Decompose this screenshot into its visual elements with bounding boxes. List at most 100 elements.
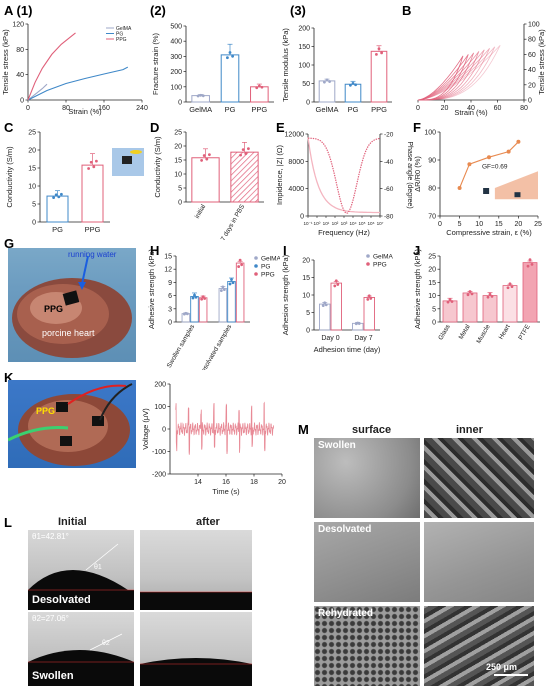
m-rehydrated-label: Rehydrated bbox=[318, 608, 374, 619]
y-tick-label: 10 bbox=[302, 293, 310, 300]
y-tick-label: 50 bbox=[302, 81, 310, 88]
y-axis-label: Adhesion strength (kPa) bbox=[281, 254, 290, 335]
y-tick-label: 300 bbox=[170, 54, 182, 61]
legend-label: GelMA bbox=[116, 26, 132, 32]
g-heart-label: porcine heart bbox=[42, 328, 95, 338]
y-tick-label: 12 bbox=[164, 267, 172, 274]
x-tick-label: GelMA bbox=[189, 105, 212, 114]
legend-marker bbox=[254, 264, 258, 268]
y-tick-label: 4000 bbox=[288, 186, 304, 193]
data-point bbox=[200, 159, 203, 162]
panel-label-a2: (2) bbox=[150, 3, 166, 18]
legend-marker bbox=[366, 262, 370, 266]
panel-label-k: K bbox=[4, 370, 14, 385]
data-point bbox=[377, 47, 381, 51]
legend-label: GelMA bbox=[373, 253, 394, 260]
data-point bbox=[369, 297, 373, 300]
x-axis-label: Compressive strain, ε (%) bbox=[446, 228, 532, 237]
cycle-loop bbox=[417, 52, 475, 101]
y-tick-label: 100 bbox=[424, 130, 436, 137]
data-point bbox=[446, 300, 450, 304]
x-tick-label: PPG bbox=[85, 225, 101, 234]
l-desolvated-initial-photo: θ1=42.81° θ1 Desolvated bbox=[28, 530, 134, 610]
compress-inset-block bbox=[483, 188, 490, 194]
x-tick-label: 20 bbox=[441, 105, 449, 112]
data-point bbox=[260, 85, 264, 89]
y-tick-label: 5 bbox=[178, 186, 182, 193]
data-point bbox=[208, 153, 211, 157]
m-swollen-surface-sem bbox=[314, 438, 420, 518]
y-axis-label: Fracture strain (%) bbox=[151, 32, 160, 95]
data-point bbox=[351, 81, 355, 85]
m-desolvated-label: Desolvated bbox=[318, 524, 372, 535]
chart-d-conductivity-pbs: 0 5 10 15 20 25 Conductivity (S/m) initial after… bbox=[153, 130, 264, 240]
series-line-pg bbox=[27, 66, 129, 101]
chart-a1-tensile-curves: 0 40 80 120 0 80 160 240 Tensile stress (kPa) Str… bbox=[1, 22, 148, 117]
phase-curve bbox=[308, 137, 381, 214]
panel-label-c: C bbox=[4, 120, 14, 135]
y2-tick-label: -20 bbox=[384, 132, 394, 139]
legend-label: GelMA bbox=[261, 255, 280, 262]
m-scale-bar bbox=[494, 674, 528, 676]
data-point bbox=[196, 94, 200, 98]
data-point bbox=[448, 298, 452, 302]
bar-gelma bbox=[218, 288, 228, 323]
x-tick-label: 10⁵ bbox=[358, 221, 365, 226]
y-tick-label: 10 bbox=[174, 172, 182, 179]
y-tick-label: 3 bbox=[168, 306, 172, 313]
data-point bbox=[57, 195, 61, 199]
l-desolvated-after-photo bbox=[140, 530, 252, 610]
data-point bbox=[323, 80, 326, 84]
data-point bbox=[506, 286, 510, 290]
l-swollen-initial-photo: θ2=27.06° θ2 Swollen bbox=[28, 612, 134, 686]
y-tick-label: 200 bbox=[154, 382, 166, 389]
series-line-ppg bbox=[27, 32, 76, 101]
y-tick-label: 120 bbox=[12, 22, 24, 29]
x-tick-label: PG bbox=[52, 225, 63, 234]
inset-bulb bbox=[130, 150, 142, 154]
legend-marker bbox=[254, 272, 258, 276]
data-point bbox=[222, 288, 226, 291]
y-tick-label: 25 bbox=[174, 130, 182, 137]
data-point bbox=[230, 278, 233, 281]
x-tick-label: 10⁴ bbox=[349, 221, 356, 226]
x-axis-label: Frequency (Hz) bbox=[318, 228, 370, 237]
y-axis-label: Tensile modulus (kPa) bbox=[281, 28, 290, 102]
data-point bbox=[238, 258, 242, 262]
x-tick-label: 25 bbox=[534, 221, 542, 228]
x-axis-label: Time (s) bbox=[212, 487, 240, 496]
cycle-loop bbox=[417, 54, 469, 101]
y-tick-label: 200 bbox=[298, 26, 310, 33]
y-tick-label: 5 bbox=[306, 310, 310, 317]
legend-label: PPG bbox=[373, 261, 387, 268]
data-point bbox=[239, 153, 242, 157]
x-axis-label: Adhesion time (day) bbox=[314, 345, 381, 354]
m-rehydrated-surface-sem bbox=[314, 606, 420, 686]
x-tick-label: 240 bbox=[136, 105, 148, 112]
legend-label: PG bbox=[261, 263, 270, 270]
y-tick-label: 60 bbox=[528, 52, 536, 59]
y-tick-label: -100 bbox=[152, 449, 166, 456]
data-point bbox=[510, 285, 514, 289]
y-tick-label: 12000 bbox=[285, 132, 305, 139]
compress-inset-block bbox=[514, 192, 521, 198]
x-tick-label: PPG bbox=[251, 105, 267, 114]
panel-label-h: H bbox=[150, 243, 160, 258]
data-point bbox=[95, 159, 98, 163]
bar-ppg bbox=[198, 297, 208, 323]
data-point bbox=[488, 292, 492, 296]
y-tick-label: 0 bbox=[178, 100, 182, 107]
x-tick-label: 10 bbox=[475, 221, 483, 228]
y-tick-label: 5 bbox=[432, 306, 436, 313]
l-initial-header: Initial bbox=[58, 516, 87, 528]
data-point bbox=[328, 80, 331, 83]
x-tick-label: Metal bbox=[458, 323, 472, 341]
bar-pg bbox=[344, 83, 362, 103]
x-tick-label: Muscle bbox=[475, 323, 492, 345]
cycle-loop bbox=[417, 45, 501, 101]
m-swollen-inner-sem bbox=[424, 438, 534, 518]
y-tick-label: 25 bbox=[428, 254, 436, 261]
panel-label-a1: (1) bbox=[16, 3, 33, 18]
panel-label-a: A bbox=[4, 3, 13, 18]
